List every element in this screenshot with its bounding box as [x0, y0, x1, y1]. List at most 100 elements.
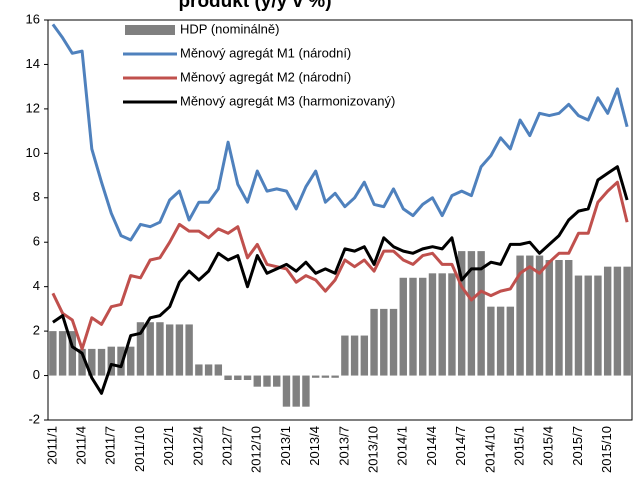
bar: [438, 273, 446, 376]
line-series: [51, 180, 629, 351]
y-tick-label: 12: [26, 100, 40, 115]
chart-title: produkt (y/y v %): [178, 0, 331, 12]
x-tick-label: 2014/4: [424, 426, 439, 466]
bar: [146, 322, 154, 376]
line-series: [51, 23, 629, 242]
legend-label: HDP (nominálně): [180, 21, 279, 36]
bar: [506, 306, 515, 376]
bar: [584, 275, 592, 376]
x-tick-label: 2013/7: [336, 426, 351, 466]
bar: [428, 273, 437, 376]
bar: [311, 375, 320, 378]
line-series: [52, 165, 629, 395]
bar: [88, 348, 96, 376]
bar: [224, 375, 232, 380]
bar: [117, 346, 125, 376]
y-tick-label: 10: [26, 145, 40, 160]
bar: [613, 266, 622, 376]
bar: [419, 277, 427, 376]
bar: [457, 251, 466, 376]
bar: [78, 348, 86, 376]
y-tick-label: 2: [33, 323, 40, 338]
y-tick-label: 0: [33, 367, 40, 382]
bar: [127, 346, 135, 376]
bar: [175, 324, 184, 376]
bar: [341, 335, 349, 376]
bar: [107, 346, 115, 376]
bar: [350, 335, 359, 376]
bar: [496, 306, 505, 376]
bar: [389, 308, 398, 376]
bar: [399, 277, 407, 376]
y-tick-label: -2: [28, 411, 40, 426]
legend-label: Měnový agregát M2 (národní): [180, 69, 351, 84]
x-tick-label: 2012/1: [161, 426, 176, 466]
x-tick-label: 2015/7: [570, 426, 585, 466]
bar: [360, 335, 369, 376]
bar: [253, 375, 261, 387]
bar: [594, 275, 602, 376]
y-tick-label: 16: [26, 11, 40, 26]
x-tick-label: 2013/10: [366, 426, 381, 473]
x-tick-label: 2011/4: [74, 426, 89, 465]
x-tick-label: 2014/1: [395, 426, 410, 466]
x-tick-label: 2011/1: [44, 426, 59, 465]
bar: [448, 273, 456, 376]
bar: [545, 260, 553, 376]
bar: [292, 375, 300, 407]
bar: [380, 308, 388, 376]
x-tick-label: 2011/10: [132, 426, 147, 472]
y-tick-label: 14: [26, 56, 40, 71]
y-tick-label: 6: [33, 234, 40, 249]
bar: [574, 275, 583, 376]
x-tick-label: 2014/7: [453, 426, 468, 466]
bar: [263, 375, 271, 387]
x-tick-label: 2012/7: [220, 426, 235, 466]
x-tick-label: 2015/10: [599, 426, 614, 473]
bar: [234, 375, 242, 380]
x-tick-label: 2012/10: [249, 426, 264, 473]
legend-swatch: [125, 25, 175, 35]
bar: [477, 251, 485, 376]
bar: [370, 308, 378, 376]
bar: [68, 331, 77, 376]
bar: [321, 375, 330, 378]
x-tick-label: 2012/4: [190, 426, 205, 466]
bar: [282, 375, 291, 407]
bar: [467, 251, 476, 376]
bar: [273, 375, 281, 387]
plot-frame: [47, 19, 633, 421]
bar: [603, 266, 612, 376]
x-tick-label: 2015/4: [541, 426, 556, 466]
bar: [136, 322, 145, 376]
y-tick-label: 4: [33, 278, 40, 293]
bar: [165, 324, 174, 376]
bar: [535, 255, 544, 376]
bar: [49, 331, 57, 376]
legend-label: Měnový agregát M1 (národní): [180, 45, 351, 60]
y-tick-label: 8: [33, 189, 40, 204]
bar: [516, 255, 524, 376]
bar: [195, 364, 203, 376]
x-tick-label: 2014/10: [482, 426, 497, 473]
bar: [243, 375, 252, 380]
bar: [58, 331, 67, 376]
bar: [331, 375, 339, 378]
x-tick-label: 2013/1: [278, 426, 293, 466]
bar: [302, 375, 310, 407]
x-tick-label: 2015/1: [512, 426, 527, 466]
bar: [623, 266, 631, 376]
bar: [409, 277, 417, 376]
x-tick-label: 2011/7: [103, 426, 118, 465]
bar: [185, 324, 193, 376]
bar: [156, 322, 164, 376]
bar: [204, 364, 213, 376]
legend-label: Měnový agregát M3 (harmonizovaný): [180, 93, 395, 108]
bar: [565, 260, 573, 376]
bar: [487, 306, 495, 376]
bar: [555, 260, 563, 376]
bar: [214, 364, 223, 376]
bar: [526, 255, 534, 376]
bar: [97, 348, 106, 376]
